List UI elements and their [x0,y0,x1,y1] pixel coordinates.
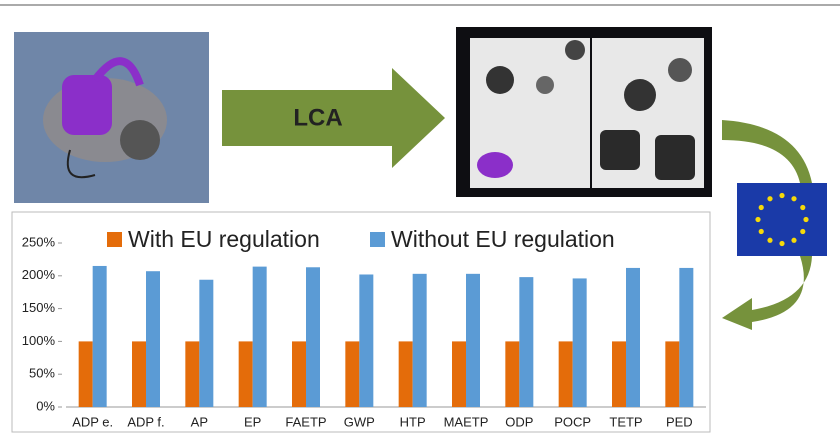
part [477,152,513,178]
bar [253,267,267,407]
part [565,40,585,60]
bar [559,341,573,407]
x-tick-label: TETP [609,414,642,429]
bar [359,274,373,407]
legend-label: Without EU regulation [391,226,615,252]
bar [79,341,93,407]
legend-swatch [370,232,385,247]
bar [573,278,587,407]
part [624,79,656,111]
flag-star [779,241,784,246]
x-tick-label: ADP e. [72,414,113,429]
bar [413,274,427,407]
x-tick-label: EP [244,414,261,429]
y-tick-label: 100% [22,333,56,348]
bar [626,268,640,407]
legend-label: With EU regulation [128,226,320,252]
y-tick-label: 50% [29,366,55,381]
y-tick-label: 200% [22,267,56,282]
curved-arrow [722,120,812,183]
bar [239,341,253,407]
bar [185,341,199,407]
part [486,66,514,94]
vacuum-wheel [120,120,160,160]
flag-star [791,196,796,201]
bar [452,341,466,407]
flag-star [800,205,805,210]
vacuum-bin [62,75,112,135]
curved-arrow [722,256,812,330]
flag-star [759,205,764,210]
legend-swatch [107,232,122,247]
x-tick-label: GWP [344,414,375,429]
y-tick-label: 150% [22,300,56,315]
x-tick-label: MAETP [444,414,489,429]
bar [399,341,413,407]
y-tick-label: 250% [22,234,56,249]
bar [519,277,533,407]
x-tick-label: POCP [554,414,591,429]
flag-star [767,196,772,201]
parts-photo [456,27,712,197]
vacuum-photo [14,32,209,203]
graphical-abstract: LCA 0% 50% 100% 150% 200% 250% ADP e. ADP f. AP E… [0,0,840,433]
part [536,76,554,94]
bar [345,341,359,407]
bar [665,341,679,407]
x-tick-label: AP [191,414,208,429]
y-tick-label: 0% [36,398,55,413]
eu-flag [737,183,827,256]
bar [199,280,213,407]
bar [466,274,480,407]
bar [505,341,519,407]
bar [292,341,306,407]
x-tick-label: PED [666,414,693,429]
flag-star [779,193,784,198]
x-tick-label: ADP f. [127,414,164,429]
flag-star [800,229,805,234]
bar [132,341,146,407]
part [655,135,695,180]
flag-star [803,217,808,222]
flag-star [791,238,796,243]
part [668,58,692,82]
bar [306,267,320,407]
x-tick-label: HTP [400,414,426,429]
flag-star [759,229,764,234]
bar [146,271,160,407]
x-tick-label: ODP [505,414,533,429]
flag-star [767,238,772,243]
bar [93,266,107,407]
arrow-label: LCA [293,104,342,131]
x-tick-label: FAETP [285,414,326,429]
part [600,130,640,170]
bar [679,268,693,407]
bar [612,341,626,407]
flag-star [755,217,760,222]
lca-arrow: LCA [222,68,445,168]
